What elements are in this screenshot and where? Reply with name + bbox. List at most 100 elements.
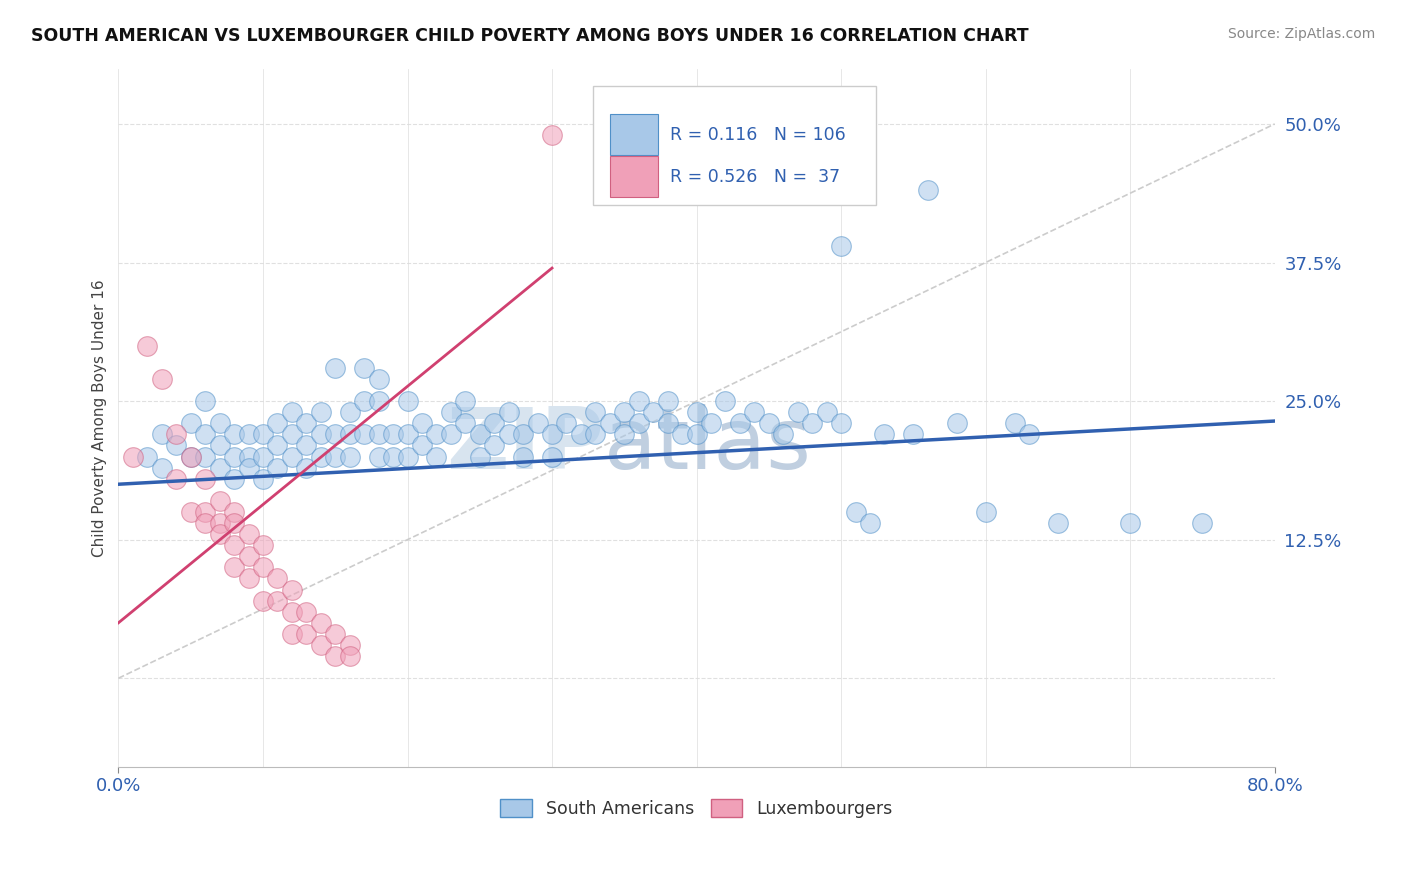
- Point: [353, 394, 375, 409]
- Point: [222, 516, 245, 530]
- Point: [484, 438, 506, 452]
- Point: [266, 593, 288, 607]
- Point: [222, 472, 245, 486]
- Legend: South Americans, Luxembourgers: South Americans, Luxembourgers: [494, 792, 900, 824]
- FancyBboxPatch shape: [592, 86, 876, 204]
- Point: [569, 427, 592, 442]
- Point: [339, 405, 361, 419]
- Point: [266, 438, 288, 452]
- Text: SOUTH AMERICAN VS LUXEMBOURGER CHILD POVERTY AMONG BOYS UNDER 16 CORRELATION CHA: SOUTH AMERICAN VS LUXEMBOURGER CHILD POV…: [31, 27, 1029, 45]
- Point: [295, 417, 318, 431]
- Point: [252, 450, 274, 464]
- Point: [367, 427, 389, 442]
- Point: [786, 405, 808, 419]
- Point: [599, 417, 621, 431]
- Point: [208, 460, 231, 475]
- Point: [222, 560, 245, 574]
- Point: [859, 516, 882, 530]
- Point: [873, 427, 896, 442]
- Point: [657, 417, 679, 431]
- Point: [440, 405, 463, 419]
- Point: [208, 527, 231, 541]
- Point: [917, 184, 939, 198]
- Point: [685, 427, 707, 442]
- Point: [180, 505, 202, 519]
- Point: [541, 427, 564, 442]
- Point: [613, 427, 636, 442]
- Point: [208, 493, 231, 508]
- Text: R = 0.526   N =  37: R = 0.526 N = 37: [671, 168, 841, 186]
- Point: [281, 627, 304, 641]
- Point: [728, 417, 751, 431]
- Point: [382, 427, 405, 442]
- Point: [498, 405, 520, 419]
- Point: [323, 627, 346, 641]
- Point: [974, 505, 997, 519]
- Point: [165, 472, 187, 486]
- Point: [454, 394, 477, 409]
- Point: [484, 417, 506, 431]
- Point: [266, 417, 288, 431]
- Point: [238, 571, 260, 585]
- Point: [222, 505, 245, 519]
- Point: [613, 405, 636, 419]
- Point: [238, 450, 260, 464]
- Point: [323, 450, 346, 464]
- Y-axis label: Child Poverty Among Boys Under 16: Child Poverty Among Boys Under 16: [93, 279, 107, 557]
- Point: [830, 239, 852, 253]
- Point: [323, 648, 346, 663]
- Point: [772, 427, 794, 442]
- Text: ZIP: ZIP: [446, 404, 605, 487]
- Text: R = 0.116   N = 106: R = 0.116 N = 106: [671, 126, 846, 144]
- Point: [411, 438, 433, 452]
- Point: [194, 505, 217, 519]
- Point: [845, 505, 868, 519]
- Point: [801, 417, 824, 431]
- Point: [281, 605, 304, 619]
- Point: [136, 450, 159, 464]
- Point: [339, 427, 361, 442]
- Point: [353, 360, 375, 375]
- Point: [295, 627, 318, 641]
- Point: [266, 571, 288, 585]
- Point: [541, 450, 564, 464]
- Point: [627, 417, 650, 431]
- Point: [194, 427, 217, 442]
- Point: [252, 538, 274, 552]
- Point: [903, 427, 925, 442]
- Point: [1018, 427, 1040, 442]
- Point: [194, 472, 217, 486]
- Point: [208, 417, 231, 431]
- Point: [238, 427, 260, 442]
- Point: [555, 417, 578, 431]
- Point: [440, 427, 463, 442]
- Point: [150, 460, 173, 475]
- Point: [700, 417, 723, 431]
- Point: [627, 394, 650, 409]
- Point: [425, 450, 447, 464]
- Point: [526, 417, 548, 431]
- Point: [309, 450, 332, 464]
- Point: [309, 615, 332, 630]
- Point: [295, 438, 318, 452]
- Point: [180, 450, 202, 464]
- Point: [382, 450, 405, 464]
- Point: [671, 427, 693, 442]
- Point: [396, 394, 419, 409]
- Point: [657, 394, 679, 409]
- Text: atlas: atlas: [605, 404, 813, 487]
- Point: [281, 582, 304, 597]
- Point: [411, 417, 433, 431]
- Point: [758, 417, 780, 431]
- Point: [281, 427, 304, 442]
- Point: [309, 427, 332, 442]
- Point: [208, 438, 231, 452]
- Point: [194, 450, 217, 464]
- Point: [583, 405, 606, 419]
- Point: [194, 516, 217, 530]
- Point: [180, 450, 202, 464]
- Point: [252, 560, 274, 574]
- Point: [643, 405, 665, 419]
- Point: [396, 450, 419, 464]
- Point: [252, 593, 274, 607]
